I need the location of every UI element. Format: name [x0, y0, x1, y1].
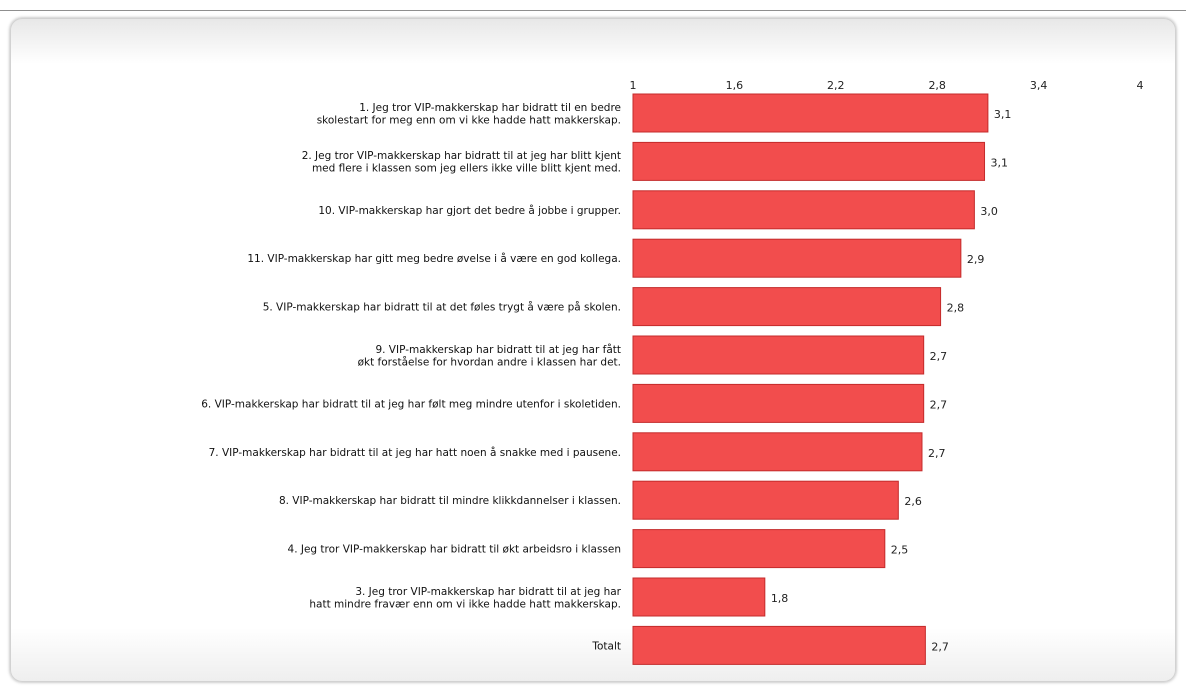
top-divider-line	[0, 10, 1186, 11]
value-label: 2,7	[930, 398, 948, 411]
value-label: 2,7	[930, 350, 948, 363]
value-label: 1,8	[771, 592, 789, 605]
value-label: 2,7	[931, 640, 949, 653]
category-label: Totalt	[591, 640, 621, 652]
category-label: 8. VIP-makkerskap har bidratt til mindre…	[279, 495, 621, 507]
x-tick-label: 1,6	[726, 79, 744, 92]
value-label: 3,0	[980, 205, 998, 218]
category-label: 10. VIP-makkerskap har gjort det bedre å…	[318, 204, 621, 217]
bar	[632, 335, 925, 375]
bar	[632, 577, 766, 617]
category-label: skolestart for meg enn om vi kke hadde h…	[317, 114, 621, 126]
value-label: 2,8	[947, 302, 965, 315]
value-label: 2,7	[928, 447, 946, 460]
category-label: 5. VIP-makkerskap har bidratt til at det…	[263, 301, 621, 314]
category-label: hatt mindre fravær enn om vi ikke hadde …	[309, 598, 621, 610]
value-label: 3,1	[991, 156, 1009, 169]
value-label: 2,6	[904, 495, 922, 508]
category-label: 6. VIP-makkerskap har bidratt til at jeg…	[201, 398, 621, 410]
bar	[632, 93, 989, 133]
bar	[632, 480, 899, 520]
category-label: med flere i klassen som jeg ellers ikke …	[312, 163, 621, 175]
category-label: 7. VIP-makkerskap har bidratt til at jeg…	[209, 446, 621, 459]
x-tick-label: 3,4	[1030, 79, 1048, 92]
category-label: 2. Jeg tror VIP-makkerskap har bidratt t…	[302, 150, 621, 162]
bar	[632, 625, 926, 665]
category-label: økt forståelse for hvordan andre i klass…	[358, 355, 621, 368]
bar	[632, 432, 923, 472]
category-label: 3. Jeg tror VIP-makkerskap har bidratt t…	[355, 586, 621, 598]
x-tick-label: 1	[630, 79, 637, 92]
value-label: 2,9	[967, 253, 985, 266]
category-label: 9. VIP-makkerskap har bidratt til at jeg…	[375, 343, 621, 356]
value-label: 3,1	[994, 108, 1012, 121]
bar	[632, 287, 942, 327]
value-label: 2,5	[891, 544, 909, 557]
category-label: 4. Jeg tror VIP-makkerskap har bidratt t…	[288, 544, 621, 556]
bar	[632, 383, 925, 423]
x-tick-label: 2,8	[928, 79, 946, 92]
bar	[632, 529, 886, 569]
bar	[632, 190, 975, 230]
category-label: 1. Jeg tror VIP-makkerskap har bidratt t…	[359, 102, 621, 114]
x-tick-label: 2,2	[827, 79, 845, 92]
bar	[632, 238, 962, 278]
category-label: 11. VIP-makkerskap har gitt meg bedre øv…	[247, 252, 621, 265]
bar	[632, 141, 986, 181]
x-tick-label: 4	[1137, 79, 1144, 92]
